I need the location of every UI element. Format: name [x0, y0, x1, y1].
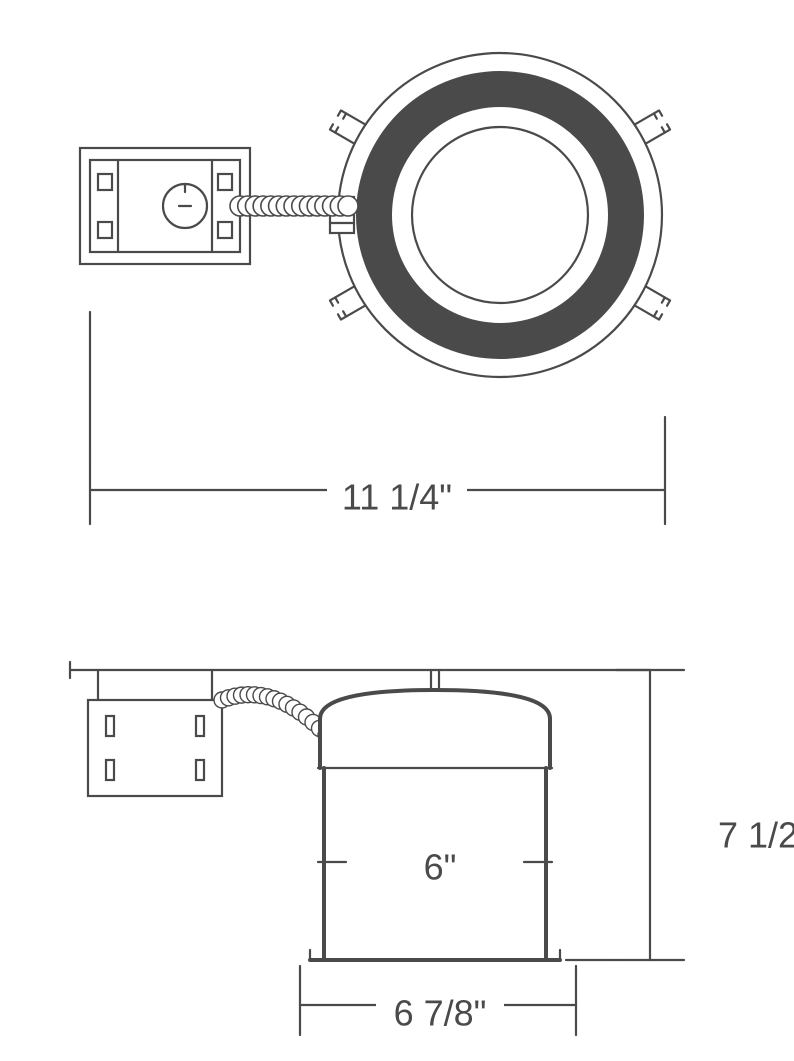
can-housing: [310, 670, 560, 960]
remodel-clip: [635, 110, 670, 143]
dim-base-width: 6 7/8": [300, 966, 576, 1038]
flex-conduit-side: [214, 687, 334, 743]
dim-aperture: 6": [318, 847, 552, 888]
side-view: 6" 6 7/8" 7 1/2": [70, 662, 794, 1038]
housing-ring: [356, 71, 644, 359]
dim-height: 7 1/2": [566, 670, 794, 960]
junction-box-top: [80, 148, 250, 264]
dim-width-overall: 11 1/4": [90, 312, 665, 524]
dim-height-label: 7 1/2": [718, 815, 794, 856]
dim-aperture-label: 6": [424, 847, 457, 888]
remodel-clip: [330, 286, 365, 319]
dim-width-overall-label: 11 1/4": [342, 477, 452, 518]
remodel-clip: [635, 286, 670, 319]
flex-conduit-top: [230, 196, 358, 216]
dim-base-width-label: 6 7/8": [394, 993, 487, 1034]
junction-box-side: [88, 670, 222, 796]
remodel-clip: [330, 110, 365, 143]
top-view: 11 1/4": [80, 53, 670, 524]
